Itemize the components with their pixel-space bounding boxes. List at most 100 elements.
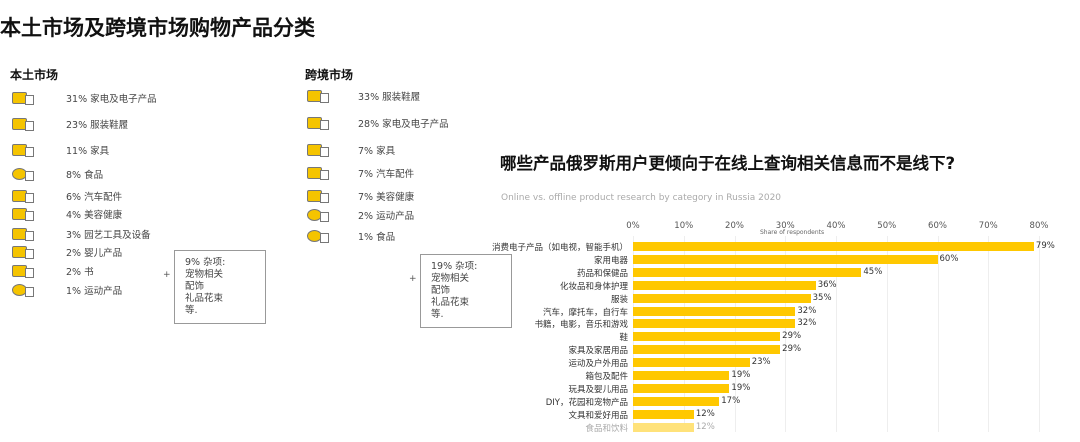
list-item: 2% 运动产品 (358, 211, 415, 222)
tire-oil-icon (10, 188, 34, 204)
list-item: 4% 美容健康 (66, 210, 123, 221)
icon-part (320, 120, 329, 130)
x-tick-label: 50% (877, 221, 897, 231)
misc-line: 等. (431, 309, 444, 320)
crossborder-heading: 跨境市场 (305, 68, 354, 82)
category-label: 运动及户外用品 (568, 359, 628, 370)
bar (633, 396, 720, 406)
category-label: 药品和保健品 (576, 268, 628, 279)
x-axis-label: Share of respondents (760, 229, 825, 236)
tire-oil-icon (305, 165, 329, 181)
list-item: 7% 美容健康 (358, 192, 415, 203)
icon-part (320, 233, 329, 243)
furniture-bed-icon (305, 142, 329, 158)
misc-line: 礼品花束 (185, 293, 224, 304)
misc-line: 礼品花束 (431, 297, 470, 308)
bar (633, 345, 781, 355)
bar-value-label: 32% (797, 305, 817, 316)
bar (633, 280, 816, 290)
bar-value-label: 29% (782, 344, 802, 355)
x-tick-label: 30% (775, 221, 795, 231)
icon-part (25, 268, 34, 278)
list-item: 31% 家电及电子产品 (66, 94, 157, 105)
gridline (785, 236, 787, 432)
list-item: 23% 服装鞋履 (66, 120, 129, 131)
gridline (886, 236, 888, 432)
gridline (937, 236, 939, 432)
beauty-icon (10, 206, 34, 222)
icon-part (25, 171, 34, 181)
icon-part (320, 147, 329, 157)
misc-line: 宠物相关 (185, 269, 224, 280)
tv-appliance-icon (10, 90, 34, 106)
bar (633, 371, 730, 380)
x-tick-label: 60% (928, 221, 947, 231)
icon-part (320, 170, 329, 180)
bar (633, 267, 862, 277)
food-plate-icon (10, 166, 34, 182)
list-item: 1% 食品 (358, 232, 396, 243)
clothing-shoes-icon (305, 88, 329, 104)
category-label: 服装 (610, 294, 628, 305)
chart-subtitle: Online vs. offline product research by c… (501, 193, 782, 203)
list-item: 1% 运动产品 (66, 286, 123, 297)
misc-line: 19% 杂项: (431, 261, 478, 272)
icon-part (25, 287, 34, 297)
category-label: 食品和饮料 (585, 423, 628, 434)
icon-part (25, 193, 34, 203)
icon-part (320, 212, 329, 222)
list-item: 2% 书 (66, 267, 94, 278)
book-icon (10, 263, 34, 279)
icon-part (25, 249, 34, 259)
category-label: 书籍，电影，音乐和游戏 (534, 320, 628, 331)
bar (633, 422, 694, 432)
category-label: 文具和爱好用品 (568, 410, 628, 421)
icon-part (25, 147, 34, 157)
bar-value-label: 12% (695, 421, 715, 432)
bar-value-label: 23% (751, 357, 771, 368)
list-item: 33% 服装鞋履 (358, 92, 421, 103)
bar-value-label: 79% (1035, 241, 1055, 251)
bar-value-label: 29% (782, 331, 802, 342)
x-tick-label: 40% (826, 221, 846, 231)
bar-value-label: 60% (939, 253, 959, 264)
x-tick-label: 70% (978, 221, 998, 231)
domestic-heading: 本土市场 (10, 68, 59, 82)
list-item: 7% 家具 (358, 146, 396, 157)
misc-line: 9% 杂项: (185, 257, 226, 268)
page-title: 本土市场及跨境市场购物产品分类 (0, 16, 315, 40)
x-tick-label: 80% (1029, 221, 1049, 231)
bar (633, 293, 811, 303)
list-item: 3% 园艺工具及设备 (66, 230, 151, 241)
bar (633, 358, 750, 368)
bar-value-label: 17% (721, 395, 741, 406)
bar-value-label: 36% (817, 279, 837, 290)
bar (633, 242, 1034, 251)
clothing-shoes-icon (10, 116, 34, 132)
furniture-bed-icon (10, 142, 34, 158)
icon-part (25, 121, 34, 131)
gridline (988, 236, 990, 432)
bar-value-label: 19% (731, 370, 751, 380)
misc-line: 等. (185, 305, 198, 316)
category-label: 消费电子产品（如电视，智能手机） (491, 243, 628, 253)
garden-icon (10, 226, 34, 242)
ball-icon (10, 282, 34, 298)
bar (633, 332, 781, 342)
plus-sign: + (163, 270, 171, 280)
food-plate-icon (305, 228, 329, 244)
icon-part (320, 93, 329, 103)
list-item: 11% 家具 (66, 146, 110, 157)
ball-icon (305, 207, 329, 223)
icon-part (25, 231, 34, 241)
category-label: 鞋 (619, 333, 628, 344)
gridline (836, 236, 837, 432)
category-label: 玩具及婴儿用品 (568, 384, 628, 395)
category-label: DIY，花园和宠物产品 (545, 397, 628, 408)
tv-appliance-icon (305, 115, 329, 131)
bar-value-label: 19% (731, 382, 751, 393)
bar-value-label: 45% (863, 266, 883, 277)
icon-part (25, 95, 34, 105)
icon-part (320, 193, 329, 203)
list-item: 6% 汽车配件 (66, 192, 123, 203)
